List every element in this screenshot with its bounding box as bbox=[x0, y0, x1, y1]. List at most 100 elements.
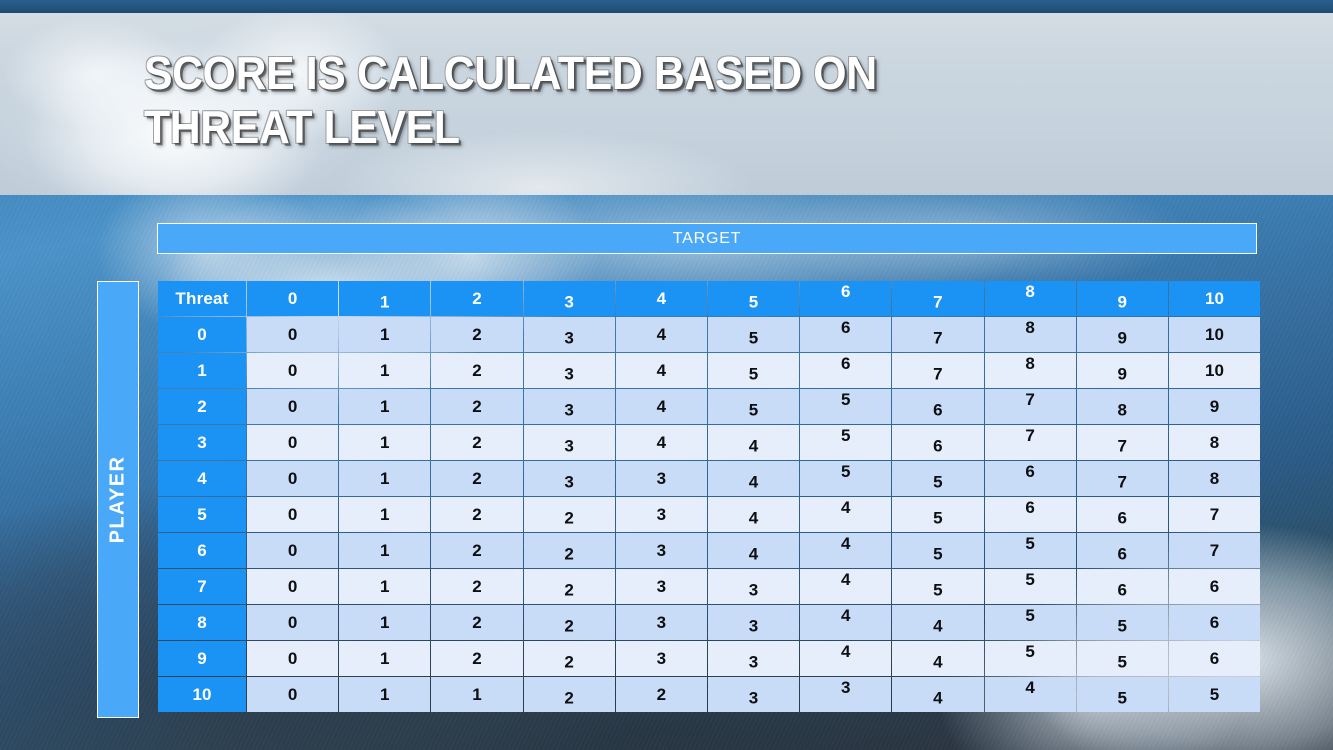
matrix-cell-7-7: 5 bbox=[892, 569, 984, 604]
matrix-col-header-8: 8 bbox=[984, 281, 1076, 316]
matrix-cell-value: 4 bbox=[933, 616, 943, 635]
matrix-cell-9-8: 5 bbox=[984, 641, 1076, 676]
matrix-cell-5-8: 6 bbox=[984, 497, 1076, 532]
matrix-cell-5-6: 4 bbox=[800, 497, 892, 532]
matrix-cell-7-9: 6 bbox=[1076, 569, 1168, 604]
matrix-cell-value: 8 bbox=[1209, 432, 1220, 452]
matrix-cell-6-4: 3 bbox=[615, 533, 707, 568]
matrix-cell-6-7: 5 bbox=[892, 533, 984, 568]
row-header-text: 5 bbox=[197, 504, 207, 524]
matrix-cell-6-10: 7 bbox=[1168, 533, 1261, 568]
matrix-row-header-8: 8 bbox=[158, 605, 246, 640]
matrix-cell-value: 0 bbox=[287, 576, 298, 596]
matrix-cell-5-1: 1 bbox=[339, 497, 431, 532]
matrix-row-header-0: 0 bbox=[158, 317, 246, 352]
matrix-cell-value: 4 bbox=[748, 436, 759, 455]
matrix-cell-value: 2 bbox=[472, 504, 482, 524]
matrix-cell-3-7: 6 bbox=[892, 425, 984, 460]
matrix-cell-0-2: 2 bbox=[431, 317, 523, 352]
matrix-cell-0-5: 5 bbox=[707, 317, 800, 352]
matrix-body: 0 0 1 2 3 4 5 6 7 8 9 10 1 0 1 2 3 4 5 6 7 8 9 10 2 0 1 2 3 4 5 5 6 7 8 9 3 0… bbox=[158, 317, 1261, 712]
matrix-cell-4-3: 3 bbox=[523, 461, 615, 496]
matrix-col-header-1: 1 bbox=[339, 281, 431, 316]
matrix-cell-value: 7 bbox=[933, 364, 943, 383]
matrix-cell-value: 2 bbox=[472, 432, 482, 452]
matrix-cell-8-1: 1 bbox=[339, 605, 431, 640]
matrix-cell-value: 0 bbox=[287, 504, 298, 524]
matrix-cell-value: 5 bbox=[1025, 641, 1035, 661]
matrix-cell-value: 3 bbox=[656, 612, 667, 632]
matrix-cell-3-10: 8 bbox=[1168, 425, 1261, 460]
matrix-cell-8-2: 2 bbox=[431, 605, 523, 640]
matrix-cell-8-5: 3 bbox=[707, 605, 800, 640]
matrix-cell-10-8: 4 bbox=[984, 677, 1076, 712]
matrix-cell-1-9: 9 bbox=[1076, 353, 1168, 388]
matrix-cell-10-3: 2 bbox=[523, 677, 615, 712]
matrix-cell-value: 4 bbox=[748, 544, 759, 563]
matrix-cell-value: 3 bbox=[564, 364, 574, 383]
matrix-cell-value: 3 bbox=[656, 504, 667, 524]
matrix-cell-value: 2 bbox=[656, 684, 667, 704]
col-header-text: 5 bbox=[748, 292, 759, 311]
matrix-cell-1-6: 6 bbox=[800, 353, 892, 388]
row-header-text: 6 bbox=[197, 540, 207, 560]
matrix-cell-6-1: 1 bbox=[339, 533, 431, 568]
matrix-cell-6-8: 5 bbox=[984, 533, 1076, 568]
matrix-row: 9 0 1 2 2 3 3 4 4 5 5 6 bbox=[158, 641, 1261, 676]
matrix-cell-8-0: 0 bbox=[247, 605, 339, 640]
matrix-row: 0 0 1 2 3 4 5 6 7 8 9 10 bbox=[158, 317, 1261, 352]
matrix-cell-value: 4 bbox=[748, 508, 759, 527]
matrix-cell-value: 4 bbox=[656, 396, 667, 416]
matrix-cell-0-3: 3 bbox=[523, 317, 615, 352]
matrix-cell-value: 10 bbox=[1205, 324, 1224, 344]
matrix-cell-value: 3 bbox=[748, 616, 759, 635]
matrix-cell-10-0: 0 bbox=[247, 677, 339, 712]
matrix-col-header-7: 7 bbox=[892, 281, 984, 316]
matrix-row: 7 0 1 2 2 3 3 4 5 5 6 6 bbox=[158, 569, 1261, 604]
matrix-cell-2-4: 4 bbox=[615, 389, 707, 424]
matrix-cell-value: 3 bbox=[748, 580, 759, 599]
matrix-cell-3-9: 7 bbox=[1076, 425, 1168, 460]
matrix-header: Threat 0 1 2 3 4 5 6 7 8 9 10 bbox=[158, 281, 1261, 316]
matrix-cell-value: 6 bbox=[1117, 580, 1128, 599]
matrix-col-header-3: 3 bbox=[523, 281, 615, 316]
matrix-cell-value: 3 bbox=[748, 688, 759, 707]
matrix-cell-4-9: 7 bbox=[1076, 461, 1168, 496]
player-axis-bar: PLAYER bbox=[97, 281, 139, 718]
matrix-cell-value: 1 bbox=[380, 504, 390, 524]
matrix-cell-6-9: 6 bbox=[1076, 533, 1168, 568]
matrix-cell-0-8: 8 bbox=[984, 317, 1076, 352]
matrix-cell-value: 0 bbox=[287, 432, 298, 452]
target-axis-bar: TARGET bbox=[157, 223, 1257, 254]
matrix-cell-value: 7 bbox=[1117, 472, 1128, 491]
matrix-cell-10-4: 2 bbox=[615, 677, 707, 712]
matrix-cell-3-1: 1 bbox=[339, 425, 431, 460]
title-band bbox=[0, 13, 1333, 195]
matrix-cell-7-1: 1 bbox=[339, 569, 431, 604]
matrix-cell-value: 5 bbox=[1025, 605, 1035, 625]
matrix-cell-2-2: 2 bbox=[431, 389, 523, 424]
matrix-cell-value: 1 bbox=[380, 324, 390, 344]
matrix-cell-value: 0 bbox=[287, 360, 298, 380]
matrix-cell-value: 4 bbox=[840, 605, 851, 625]
matrix-cell-value: 7 bbox=[933, 328, 943, 347]
matrix-cell-value: 4 bbox=[1025, 677, 1035, 697]
matrix-cell-3-2: 2 bbox=[431, 425, 523, 460]
matrix-cell-10-7: 4 bbox=[892, 677, 984, 712]
matrix-col-header-10: 10 bbox=[1168, 281, 1261, 316]
matrix-cell-value: 6 bbox=[1209, 612, 1220, 632]
row-header-text: 1 bbox=[197, 360, 207, 380]
matrix-cell-2-5: 5 bbox=[707, 389, 800, 424]
matrix-col-header-9: 9 bbox=[1076, 281, 1168, 316]
matrix-cell-5-10: 7 bbox=[1168, 497, 1261, 532]
matrix-cell-value: 2 bbox=[472, 324, 482, 344]
matrix-cell-value: 0 bbox=[287, 540, 298, 560]
matrix-cell-value: 6 bbox=[1025, 461, 1035, 481]
matrix-cell-4-4: 3 bbox=[615, 461, 707, 496]
matrix-cell-value: 0 bbox=[287, 324, 298, 344]
matrix-cell-value: 1 bbox=[380, 684, 390, 704]
matrix-cell-value: 6 bbox=[1209, 648, 1220, 668]
matrix-row-header-1: 1 bbox=[158, 353, 246, 388]
